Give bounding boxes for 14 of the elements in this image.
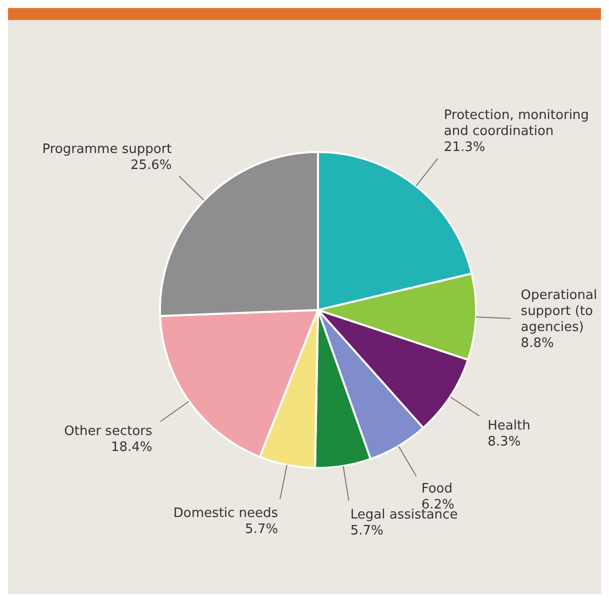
slice-label: Operational support (to agencies) <box>520 288 598 335</box>
data-label: 18.4% <box>110 440 152 456</box>
slice-label: Health <box>488 418 530 434</box>
data-label: 5.7% <box>350 523 384 538</box>
slice-label: Other sectors <box>64 424 152 440</box>
data-label: 8.8% <box>520 336 554 351</box>
slice-label: Domestic needs <box>173 506 278 522</box>
data-label: 5.7% <box>245 522 278 538</box>
data-label: 25.6% <box>130 158 172 174</box>
data-label: 21.3% <box>444 140 486 155</box>
slice-label: Programme support <box>42 142 172 158</box>
slice-label: Protection, monitoring and coordination <box>444 108 589 139</box>
slice-label: Food <box>421 482 453 497</box>
data-label: 8.3% <box>488 434 521 450</box>
